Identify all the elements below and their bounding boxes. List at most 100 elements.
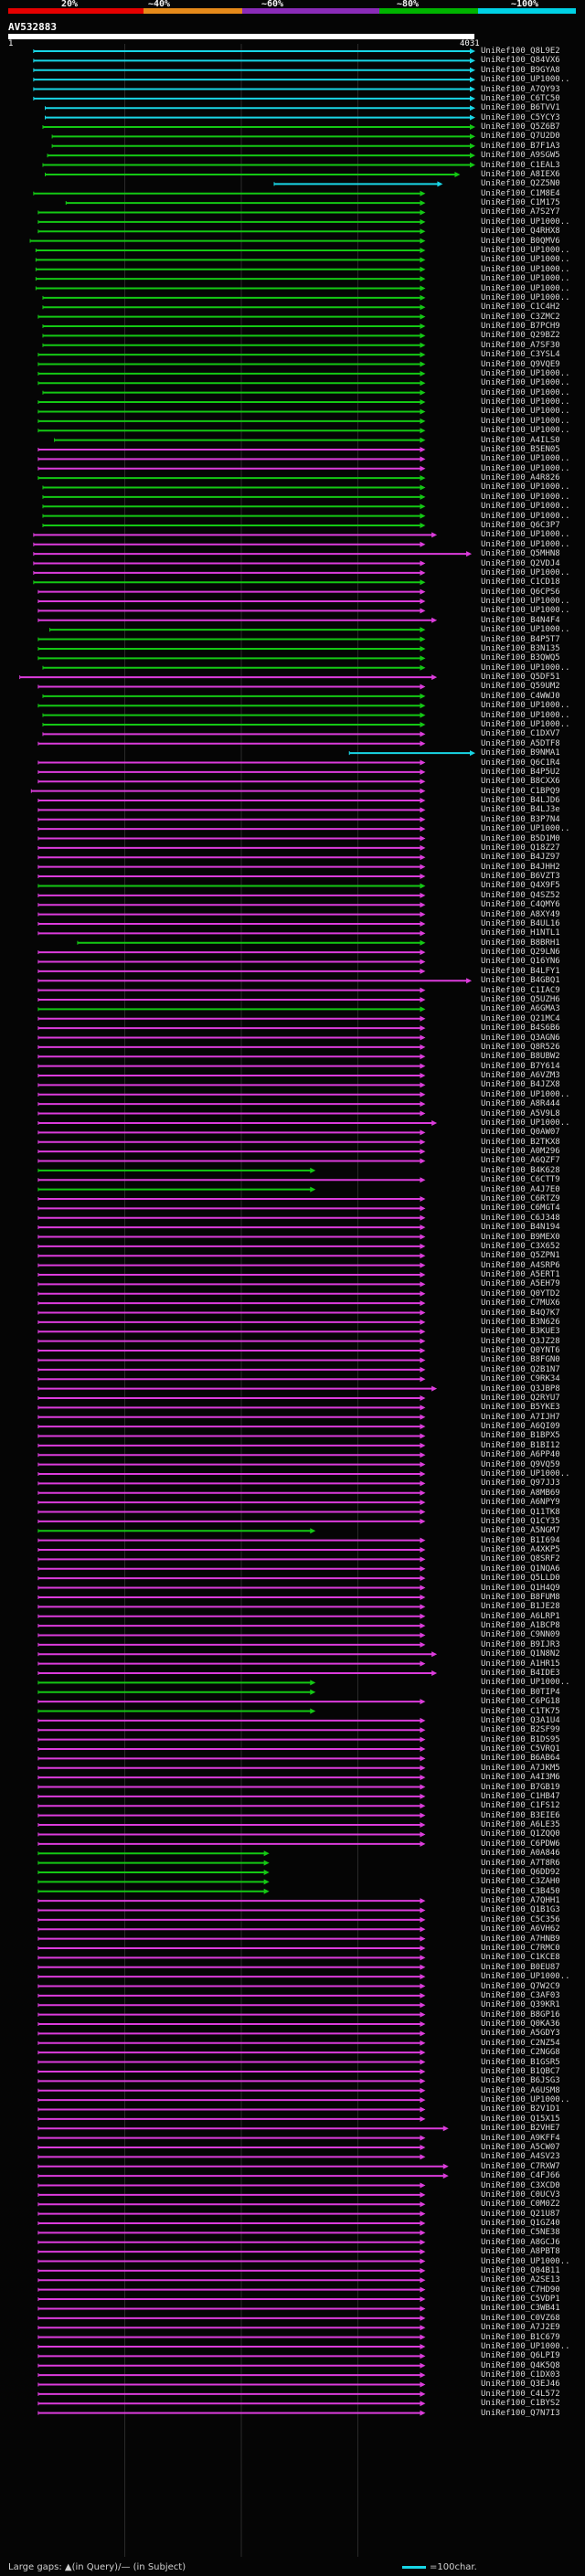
- hit-label[interactable]: UniRef100_C3XCD0: [481, 2180, 560, 2190]
- hit-label[interactable]: UniRef100_B4JZX8: [481, 1080, 560, 1090]
- hit-label[interactable]: UniRef100_Q2B1N7: [481, 1364, 560, 1374]
- hit-label[interactable]: UniRef100_C1HB47: [481, 1791, 560, 1801]
- hit-label[interactable]: UniRef100_B2TKX8: [481, 1137, 560, 1147]
- hit-label[interactable]: UniRef100_B4GBQ1: [481, 976, 560, 986]
- hit-label[interactable]: UniRef100_B7Y614: [481, 1061, 560, 1071]
- hit-label[interactable]: UniRef100_C3WB41: [481, 2304, 560, 2314]
- hit-label[interactable]: UniRef100_C1DX03: [481, 2370, 560, 2380]
- hit-label[interactable]: UniRef100_B4JZ97: [481, 853, 560, 863]
- hit-label[interactable]: UniRef100_UP1000..: [481, 511, 570, 521]
- hit-label[interactable]: UniRef100_A6VZM3: [481, 1071, 560, 1081]
- hit-label[interactable]: UniRef100_B1I694: [481, 1535, 560, 1545]
- hit-label[interactable]: UniRef100_Q0KA36: [481, 2019, 560, 2030]
- hit-label[interactable]: UniRef100_C3B450: [481, 1886, 560, 1896]
- hit-label[interactable]: UniRef100_C5VRQ1: [481, 1744, 560, 1754]
- hit-label[interactable]: UniRef100_Q97JJ3: [481, 1479, 560, 1489]
- hit-label[interactable]: UniRef100_UP1000..: [481, 663, 570, 673]
- hit-label[interactable]: UniRef100_UP1000..: [481, 824, 570, 834]
- hit-label[interactable]: UniRef100_C4L572: [481, 2389, 560, 2399]
- hit-label[interactable]: UniRef100_B4P5U2: [481, 767, 560, 777]
- hit-label[interactable]: UniRef100_B8CXX6: [481, 777, 560, 787]
- hit-label[interactable]: UniRef100_A6LE35: [481, 1820, 560, 1830]
- hit-label[interactable]: UniRef100_A7J2E9: [481, 2323, 560, 2333]
- hit-label[interactable]: UniRef100_B0EU87: [481, 1962, 560, 1972]
- hit-label[interactable]: UniRef100_C3AF03: [481, 1990, 560, 2000]
- hit-label[interactable]: UniRef100_B8GP16: [481, 2009, 560, 2019]
- hit-label[interactable]: UniRef100_Q2VDJ4: [481, 558, 560, 568]
- hit-label[interactable]: UniRef100_Q3JBP8: [481, 1383, 560, 1394]
- hit-label[interactable]: UniRef100_B0QMV6: [481, 236, 560, 246]
- hit-label[interactable]: UniRef100_B4LFY1: [481, 966, 560, 976]
- hit-label[interactable]: UniRef100_B4S6B6: [481, 1023, 560, 1034]
- hit-label[interactable]: UniRef100_A4R826: [481, 473, 560, 483]
- hit-label[interactable]: UniRef100_B2VHE7: [481, 2124, 560, 2134]
- hit-label[interactable]: UniRef100_Q3A1U4: [481, 1715, 560, 1725]
- hit-label[interactable]: UniRef100_Q7W2C9: [481, 1981, 560, 1991]
- hit-label[interactable]: UniRef100_B1QBC7: [481, 2066, 560, 2076]
- hit-label[interactable]: UniRef100_B4K628: [481, 1165, 560, 1175]
- hit-label[interactable]: UniRef100_Q21U87: [481, 2209, 560, 2219]
- hit-label[interactable]: UniRef100_C7MUX6: [481, 1299, 560, 1309]
- hit-label[interactable]: UniRef100_B5D1M0: [481, 833, 560, 843]
- hit-label[interactable]: UniRef100_Q3AGN6: [481, 1033, 560, 1043]
- hit-label[interactable]: UniRef100_B1BPX5: [481, 1431, 560, 1441]
- hit-label[interactable]: UniRef100_Q6DD92: [481, 1867, 560, 1877]
- hit-label[interactable]: UniRef100_UP1000..: [481, 1678, 570, 1688]
- hit-label[interactable]: UniRef100_A9KFF4: [481, 2133, 560, 2143]
- hit-label[interactable]: UniRef100_B4LJ3e: [481, 805, 560, 815]
- hit-label[interactable]: UniRef100_Q18Z27: [481, 843, 560, 853]
- hit-label[interactable]: UniRef100_C9NN09: [481, 1630, 560, 1640]
- hit-label[interactable]: UniRef100_C7RMC0: [481, 1944, 560, 1953]
- hit-label[interactable]: UniRef100_B6AB64: [481, 1754, 560, 1764]
- hit-label[interactable]: UniRef100_Q4K5Q8: [481, 2360, 560, 2370]
- hit-label[interactable]: UniRef100_Q1NQA6: [481, 1564, 560, 1574]
- hit-label[interactable]: UniRef100_Q29BZ2: [481, 331, 560, 341]
- hit-label[interactable]: UniRef100_B8FUM8: [481, 1592, 560, 1602]
- hit-label[interactable]: UniRef100_C5YCY3: [481, 112, 560, 122]
- hit-label[interactable]: UniRef100_UP1000..: [481, 378, 570, 388]
- hit-label[interactable]: UniRef100_UP1000..: [481, 274, 570, 284]
- hit-label[interactable]: UniRef100_C1CD18: [481, 578, 560, 588]
- hit-label[interactable]: UniRef100_C4WWJ0: [481, 691, 560, 701]
- hit-label[interactable]: UniRef100_C1DXV7: [481, 729, 560, 739]
- hit-label[interactable]: UniRef100_C6CTT9: [481, 1175, 560, 1185]
- hit-label[interactable]: UniRef100_B0TIP4: [481, 1687, 560, 1697]
- hit-label[interactable]: UniRef100_UP1000..: [481, 606, 570, 616]
- hit-label[interactable]: UniRef100_Q4X9F5: [481, 881, 560, 891]
- hit-label[interactable]: UniRef100_A8IEX6: [481, 169, 560, 179]
- hit-label[interactable]: UniRef100_B8BRH1: [481, 938, 560, 948]
- hit-label[interactable]: UniRef100_Q6CPS6: [481, 587, 560, 597]
- hit-label[interactable]: UniRef100_UP1000..: [481, 1118, 570, 1128]
- hit-label[interactable]: UniRef100_UP1000..: [481, 255, 570, 265]
- hit-label[interactable]: UniRef100_A8GCJ6: [481, 2237, 560, 2247]
- hit-label[interactable]: UniRef100_UP1000..: [481, 492, 570, 502]
- hit-label[interactable]: UniRef100_Q16YN6: [481, 957, 560, 967]
- hit-label[interactable]: UniRef100_B4N4F4: [481, 615, 560, 625]
- hit-label[interactable]: UniRef100_UP1000..: [481, 502, 570, 512]
- hit-label[interactable]: UniRef100_C4QMY6: [481, 900, 560, 910]
- hit-label[interactable]: UniRef100_A8XY49: [481, 909, 560, 919]
- hit-label[interactable]: UniRef100_C3ZAH0: [481, 1877, 560, 1887]
- hit-label[interactable]: UniRef100_B1DS95: [481, 1734, 560, 1744]
- hit-label[interactable]: UniRef100_UP1000..: [481, 416, 570, 426]
- hit-label[interactable]: UniRef100_Q5ZPN1: [481, 1251, 560, 1261]
- hit-label[interactable]: UniRef100_B1JE28: [481, 1602, 560, 1612]
- hit-label[interactable]: UniRef100_A6PP40: [481, 1450, 560, 1460]
- hit-label[interactable]: UniRef100_Q3EJ46: [481, 2380, 560, 2390]
- hit-label[interactable]: UniRef100_C7RXW7: [481, 2161, 560, 2171]
- hit-label[interactable]: UniRef100_C1EAL3: [481, 160, 560, 170]
- hit-label[interactable]: UniRef100_B4JHH2: [481, 862, 560, 872]
- hit-label[interactable]: UniRef100_C6TC50: [481, 93, 560, 103]
- hit-label[interactable]: UniRef100_B4N194: [481, 1223, 560, 1233]
- hit-label[interactable]: UniRef100_UP1000..: [481, 2256, 570, 2266]
- hit-label[interactable]: UniRef100_UP1000..: [481, 1469, 570, 1479]
- hit-label[interactable]: UniRef100_C1M8E4: [481, 188, 560, 198]
- hit-label[interactable]: UniRef100_Q5LLD0: [481, 1574, 560, 1584]
- hit-label[interactable]: UniRef100_C0M0Z2: [481, 2200, 560, 2210]
- hit-label[interactable]: UniRef100_UP1000..: [481, 701, 570, 711]
- hit-label[interactable]: UniRef100_C1C4H2: [481, 302, 560, 313]
- hit-label[interactable]: UniRef100_B9MEX0: [481, 1232, 560, 1242]
- hit-label[interactable]: UniRef100_A7QY93: [481, 84, 560, 94]
- hit-label[interactable]: UniRef100_Q8L9E2: [481, 47, 560, 56]
- hit-label[interactable]: UniRef100_Q0AW07: [481, 1128, 560, 1138]
